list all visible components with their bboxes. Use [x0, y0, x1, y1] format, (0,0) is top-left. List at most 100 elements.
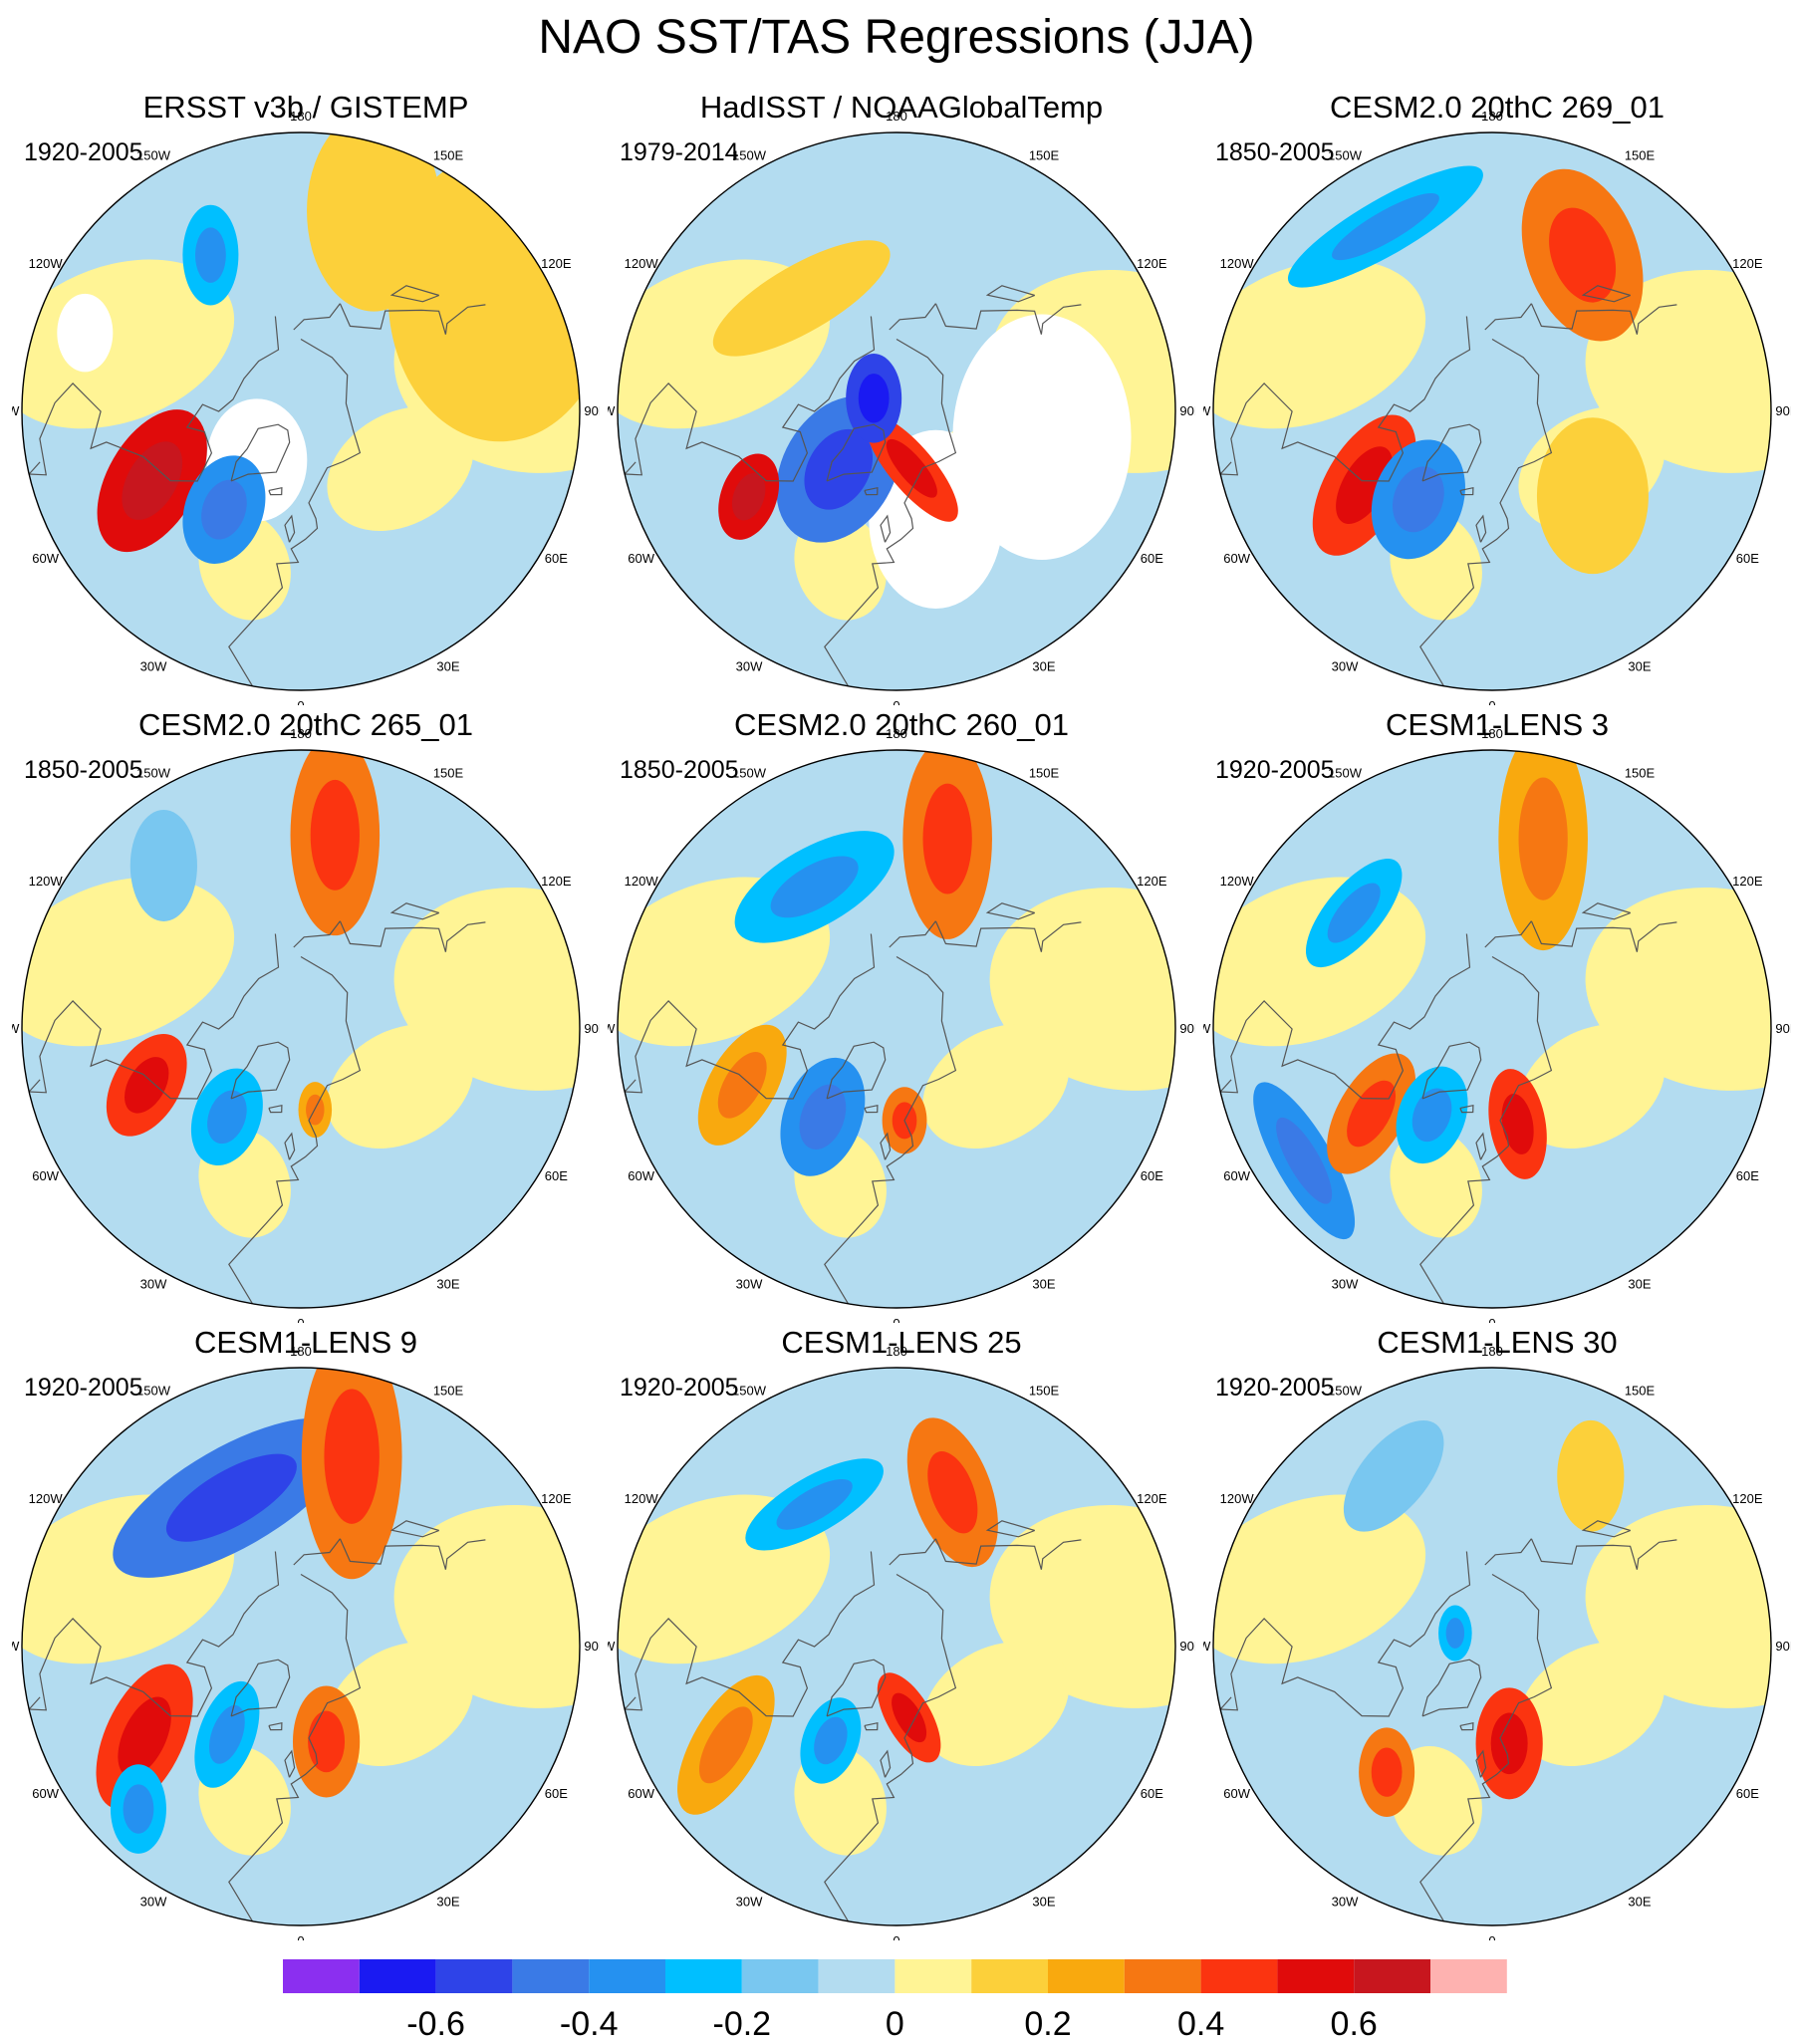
map-border	[1212, 1367, 1772, 1926]
panel-period: 1920-2005	[1215, 1374, 1335, 1402]
longitude-label: 90W	[12, 1639, 20, 1654]
longitude-label: 30W	[1332, 658, 1359, 673]
polar-map: 180 150E 120E 90E 60E 30E 0 30W 60W 90W 120W 150W	[12, 1344, 600, 1940]
coastline	[889, 1538, 936, 1566]
longitude-label: 150W	[136, 766, 171, 781]
colorbar-tick-label: 0.4	[1176, 2005, 1225, 2043]
anomaly-core	[1336, 446, 1394, 524]
longitude-label: 90E	[1179, 403, 1195, 418]
longitude-label: 60E	[1141, 551, 1163, 566]
coastline	[389, 285, 440, 303]
longitude-label: 150W	[1328, 1384, 1363, 1399]
anomaly-region	[712, 240, 891, 357]
coastline	[1484, 303, 1532, 331]
longitude-label: 120W	[625, 1491, 659, 1506]
longitude-label: 30E	[1628, 658, 1651, 673]
anomaly-core	[1371, 1747, 1403, 1797]
anomaly-core	[1501, 1094, 1534, 1154]
map-field	[1213, 750, 1771, 1308]
longitude-label: 90W	[1203, 1639, 1211, 1654]
longitude-label: 120E	[1137, 1491, 1167, 1506]
colorbar-swatch	[435, 1959, 513, 1993]
longitude-label: 30E	[1032, 1894, 1055, 1909]
longitude-label: 30W	[1332, 1276, 1359, 1291]
map-border	[617, 1367, 1176, 1926]
coastline	[339, 1538, 486, 1570]
coastline	[880, 1749, 892, 1778]
longitude-label: 150E	[1029, 148, 1060, 163]
longitude-label: 30W	[140, 1894, 167, 1909]
coastline	[339, 920, 486, 952]
anomaly-core	[122, 441, 183, 520]
panel-period: 1920-2005	[24, 1374, 143, 1402]
coastline	[864, 1721, 879, 1731]
longitude-label: 30W	[1332, 1894, 1359, 1909]
anomaly-core	[201, 479, 247, 540]
longitude-label: 30E	[1032, 1276, 1055, 1291]
longitude-label: 150W	[1328, 766, 1363, 781]
longitude-label: 30E	[1628, 1276, 1651, 1291]
colorbar-swatch	[1200, 1959, 1278, 1993]
weak-positive-region	[327, 1642, 474, 1767]
anomaly-core	[886, 438, 937, 498]
coastline	[934, 303, 1082, 335]
coastline	[824, 955, 957, 1305]
map-field	[22, 1368, 580, 1925]
panel-period: 1850-2005	[620, 756, 739, 784]
longitude-label: 120E	[541, 256, 572, 271]
colorbar-swatch	[1277, 1959, 1355, 1993]
anomaly-core	[1411, 1088, 1452, 1143]
anomaly-region	[1343, 1420, 1444, 1532]
anomaly-region	[307, 132, 441, 312]
colorbar-tick-label: -0.6	[406, 2005, 465, 2043]
coastline	[29, 1551, 280, 1717]
coastline	[268, 1721, 283, 1731]
coastline	[293, 303, 341, 331]
coastline	[1530, 920, 1677, 952]
anomaly-core	[208, 1704, 245, 1764]
coastline	[1475, 1749, 1487, 1778]
coastline	[1220, 933, 1471, 1100]
longitude-label: 120W	[29, 1491, 64, 1506]
longitude-label: 30W	[140, 658, 167, 673]
coastline	[1475, 514, 1487, 543]
coastline	[1475, 1132, 1487, 1160]
coastline	[625, 316, 876, 482]
longitude-label: 150W	[136, 1384, 171, 1399]
map-field	[618, 1368, 1175, 1925]
colorbar-swatch	[283, 1959, 360, 1993]
panel-period: 1850-2005	[24, 756, 143, 784]
coastline	[28, 1696, 41, 1710]
panel-title: CESM2.0 20thC 269_01	[1329, 90, 1665, 125]
coastline	[228, 955, 362, 1305]
colorbar	[283, 1959, 1507, 1993]
anomaly-core	[1490, 1712, 1528, 1775]
longitude-label: 90W	[608, 403, 616, 418]
longitude-label: 0	[893, 1933, 899, 1940]
panel-period: 1850-2005	[1215, 138, 1335, 166]
panel-title: CESM1-LENS 30	[1377, 1325, 1618, 1360]
longitude-label: 90E	[584, 403, 600, 418]
longitude-label: 150W	[136, 148, 171, 163]
longitude-label: 90E	[1775, 1021, 1791, 1036]
longitude-label: 120W	[29, 874, 64, 889]
coastline	[1484, 1538, 1532, 1566]
longitude-label: 150E	[1625, 1384, 1656, 1399]
map-panel: 180 150E 120E 90E 60E 30E 0 30W 60W 90W 120W 150W CE…	[608, 707, 1195, 1323]
longitude-label: 90W	[12, 403, 20, 418]
coastline	[934, 920, 1082, 952]
coastline	[284, 514, 296, 543]
coastline	[389, 902, 440, 920]
coastline	[1459, 1721, 1474, 1731]
weak-positive-region	[1518, 1024, 1665, 1150]
longitude-label: 120W	[625, 874, 659, 889]
longitude-label: 150E	[433, 766, 464, 781]
longitude-label: 30E	[436, 1894, 459, 1909]
coastline	[1419, 338, 1553, 687]
anomaly-core	[892, 1692, 927, 1743]
longitude-label: 90W	[608, 1639, 616, 1654]
longitude-label: 90E	[584, 1639, 600, 1654]
map-panel: 180 150E 120E 90E 60E 30E 0 30W 60W 90W 120W 150W ER…	[12, 90, 600, 705]
longitude-label: 120E	[1732, 256, 1763, 271]
longitude-label: 30E	[436, 1276, 459, 1291]
